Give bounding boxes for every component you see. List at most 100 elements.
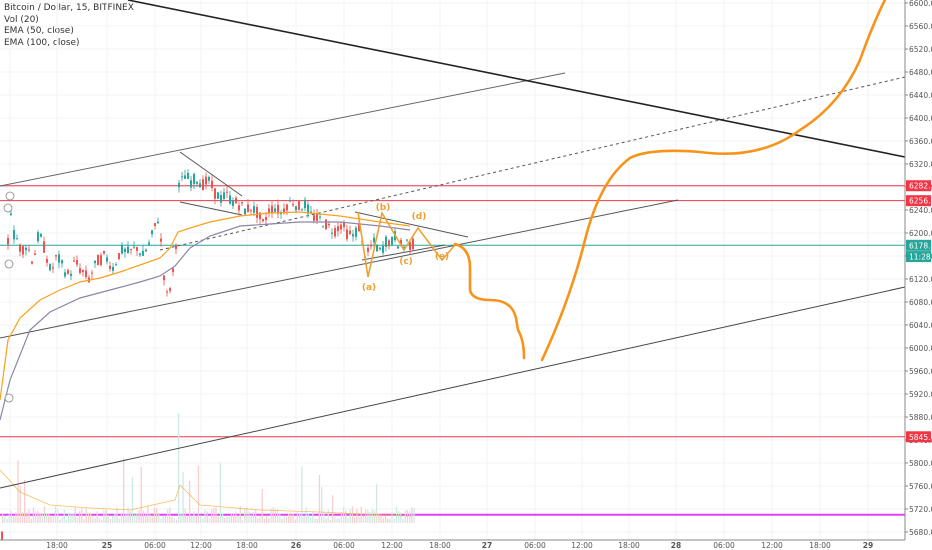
price-tick-label: 5920.0 [909, 390, 932, 399]
candle-body [256, 207, 258, 218]
time-tick-label: 26 [291, 541, 301, 550]
volume-bar [145, 512, 147, 523]
candle-body [211, 180, 213, 188]
candle-body [280, 212, 282, 215]
price-tick-label: 6560.0 [909, 22, 932, 31]
volume-bar [21, 512, 24, 523]
volume-bar [215, 507, 217, 523]
volume-bar [48, 513, 50, 523]
time-tick-label: 12:00 [571, 541, 593, 550]
candle-body [76, 260, 78, 265]
ema-lines [0, 211, 411, 421]
candle-body [334, 228, 336, 237]
descending-trend-line [127, 0, 906, 158]
volume-bar [301, 466, 303, 523]
volume-bar [68, 513, 70, 523]
candle-body [244, 208, 246, 215]
time-tick-label: 18:00 [618, 541, 640, 550]
candle-body [25, 247, 27, 251]
volume-bar [314, 518, 316, 523]
price-labels: 6282.2 6256.2 6178.6 11:28 5845.6 [3, 180, 932, 443]
volume-bar [136, 512, 138, 523]
volume-bar [10, 510, 13, 523]
candle-body [166, 291, 168, 293]
volume-bar [79, 510, 81, 523]
candle-body [199, 183, 201, 188]
candle-body [106, 257, 108, 262]
volume-bar [257, 518, 259, 523]
time-axis[interactable]: 18:00 25 06:00 12:00 18:00 26 06:00 12:00 18:00 2… [0, 539, 932, 550]
candle-body [13, 230, 15, 240]
volume-bar [162, 516, 164, 523]
candle-body [316, 212, 318, 221]
price-label-box [906, 180, 931, 192]
candle-body [343, 222, 345, 228]
candle-body [49, 264, 51, 271]
volume-bar [272, 507, 274, 523]
flag-upper-line [179, 151, 243, 197]
volume-bar [299, 513, 301, 523]
volume-bar [312, 511, 314, 523]
volume-bar [72, 513, 74, 523]
wave-zigzag-line [357, 210, 456, 278]
ema50-line [0, 211, 411, 401]
candle-body [220, 195, 222, 203]
candle-body [19, 244, 21, 252]
volume-bar [107, 514, 109, 523]
price-tick-label: 6360.0 [909, 137, 932, 146]
volume-bar [50, 516, 52, 523]
price-tick-label: 5720.0 [909, 505, 932, 514]
volume-bar [237, 515, 239, 523]
volume-bar [325, 518, 327, 523]
candle-body [37, 232, 39, 242]
price-tick-label: 6480.0 [909, 68, 932, 77]
candle-body [79, 268, 81, 273]
volume-bar [153, 507, 156, 523]
volume-bar [28, 509, 30, 523]
volume-bar [52, 516, 54, 523]
volume-bar [43, 506, 46, 523]
volume-bar [61, 516, 63, 523]
price-axis[interactable]: 6600.0 6560.0 6520.0 6480.0 6440.0 6400.0 6360… [904, 0, 932, 550]
volume-bar [360, 506, 362, 523]
horizontal-levels [0, 185, 905, 516]
candle-body [55, 255, 57, 257]
volume-bar [336, 518, 338, 523]
volume-bar [65, 519, 68, 523]
candle-body [109, 265, 111, 269]
candles [1, 169, 414, 548]
volume-bar [378, 513, 380, 523]
candle-body [10, 213, 12, 216]
volume-bar [15, 512, 17, 523]
volume-bar [332, 495, 334, 523]
volume-bar [323, 511, 325, 523]
wave-label: (a) [362, 283, 376, 293]
candle-body [31, 261, 33, 264]
time-tick-label: 18:00 [46, 541, 68, 550]
volume-bar [37, 510, 39, 523]
candle-body [340, 224, 342, 230]
volume-bar [83, 518, 85, 523]
volume-bar [26, 512, 28, 523]
volume-bar [182, 472, 184, 523]
volume-bar [116, 507, 118, 523]
volume-bar [195, 516, 197, 523]
channel-mid-dashed-line [159, 76, 906, 251]
volume-bar [362, 515, 365, 523]
volume-bar [54, 506, 57, 523]
volume-bar [6, 518, 8, 523]
volume-bar [252, 511, 255, 523]
candle-body [262, 219, 264, 222]
candle-body [103, 251, 105, 254]
flag-lower-line [179, 201, 243, 216]
candle-body [388, 240, 390, 247]
volume-bar [175, 519, 178, 523]
candle-body [205, 176, 207, 185]
candle-body [241, 201, 243, 204]
volume-bar [294, 519, 296, 523]
volume-bar [171, 516, 173, 523]
volume-bar [186, 517, 189, 523]
volume-bar [180, 513, 182, 523]
candle-body [208, 176, 210, 181]
